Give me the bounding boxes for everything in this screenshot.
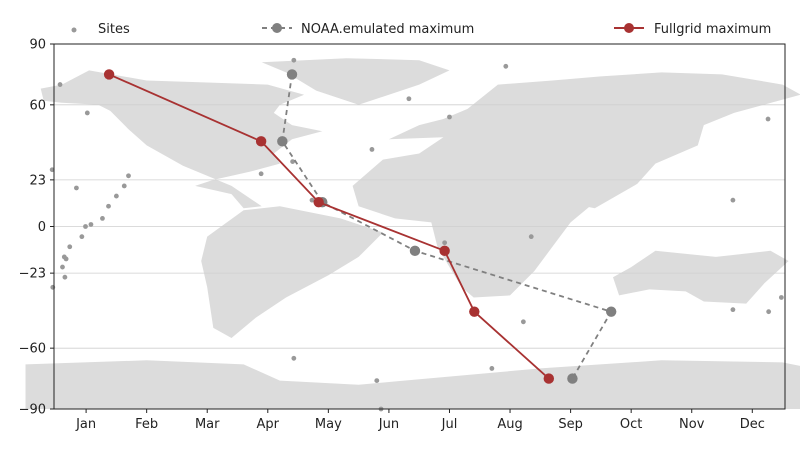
legend-fullgrid-label: Fullgrid maximum — [654, 22, 771, 37]
x-tick-label-jul: Jul — [441, 417, 458, 432]
legend-noaa-marker — [272, 23, 282, 33]
series-fullgrid — [103, 69, 555, 384]
land-shape-5 — [613, 250, 789, 304]
legend-item-sites: Sites — [71, 22, 130, 37]
site-point-26 — [765, 116, 771, 122]
series-line-0 — [281, 74, 613, 380]
series-lines — [103, 69, 617, 384]
site-point-6 — [67, 244, 73, 250]
legend-item-fullgrid: Fullgrid maximum — [614, 22, 771, 37]
site-point-27 — [730, 197, 736, 203]
site-point-2 — [49, 167, 55, 173]
site-point-29 — [528, 234, 534, 240]
x-tick-label-aug: Aug — [497, 417, 522, 432]
land-shape-6 — [25, 360, 800, 409]
site-point-34 — [489, 366, 495, 371]
site-point-18 — [291, 57, 297, 63]
y-tick-label--23: −23 — [19, 267, 46, 282]
y-tick-label-90: 90 — [29, 38, 46, 53]
legend-sites-label: Sites — [98, 22, 130, 37]
land-shape-2 — [201, 206, 383, 338]
site-point-10 — [83, 224, 88, 229]
legend-item-noaa-emulated: NOAA.emulated maximum — [262, 22, 474, 37]
site-point-23 — [309, 197, 315, 203]
series-0-point-0 — [286, 69, 298, 80]
series-noaa-emulated — [277, 69, 617, 384]
series-1-point-0 — [103, 69, 115, 80]
site-point-35 — [374, 378, 380, 384]
site-point-1 — [84, 110, 90, 116]
x-tick-label-may: May — [315, 417, 342, 432]
site-point-0 — [57, 82, 63, 87]
site-point-3 — [74, 185, 79, 191]
series-0-point-4 — [605, 306, 617, 317]
legend-fullgrid-marker — [624, 23, 634, 33]
site-point-11 — [106, 203, 111, 209]
y-tick-label--60: −60 — [19, 342, 46, 357]
site-point-4 — [88, 222, 94, 227]
site-point-30 — [520, 319, 526, 325]
site-point-16 — [62, 274, 68, 280]
site-point-33 — [778, 295, 784, 300]
axes: Jan Feb Mar Apr May Jun Jul Aug Sep Oct Nov Dec −90 −… — [19, 38, 765, 433]
site-point-22 — [290, 159, 296, 165]
y-tick-label-60: 60 — [29, 98, 46, 113]
legend-sites-marker — [71, 27, 77, 33]
site-point-19 — [406, 96, 412, 102]
site-point-32 — [766, 309, 772, 315]
x-tick-label-sep: Sep — [558, 417, 583, 432]
series-line-1 — [108, 73, 550, 380]
y-tick-label-23: 23 — [29, 173, 46, 188]
x-tick-label-jun: Jun — [378, 417, 399, 432]
series-1-point-5 — [543, 373, 555, 384]
x-tick-label-apr: Apr — [257, 417, 280, 432]
site-point-37 — [291, 355, 297, 361]
x-tick-label-jan: Jan — [75, 417, 96, 432]
land-shape-3 — [352, 151, 595, 298]
x-tick-label-mar: Mar — [195, 417, 220, 432]
site-point-20 — [447, 114, 452, 120]
x-tick-label-nov: Nov — [679, 417, 705, 432]
world-map-background — [25, 58, 800, 409]
series-1-point-3 — [439, 245, 450, 257]
site-point-17 — [63, 256, 69, 262]
land-shape-1 — [261, 58, 450, 105]
x-tick-label-dec: Dec — [740, 417, 765, 432]
site-point-21 — [369, 147, 375, 152]
site-point-28 — [442, 240, 448, 246]
y-tick-label--90: −90 — [19, 403, 46, 418]
site-point-5 — [79, 234, 85, 240]
site-point-14 — [126, 173, 131, 179]
series-1-point-1 — [255, 136, 267, 147]
land-shape-4 — [388, 72, 800, 209]
site-point-15 — [60, 264, 65, 270]
series-0-point-5 — [567, 373, 578, 384]
site-point-13 — [121, 183, 127, 189]
site-point-25 — [503, 63, 509, 69]
site-point-9 — [100, 215, 105, 221]
legend-noaa-label: NOAA.emulated maximum — [301, 22, 474, 37]
legend: Sites NOAA.emulated maximum Fullgrid max… — [71, 22, 771, 37]
series-1-point-4 — [469, 306, 480, 317]
site-point-31 — [730, 307, 736, 313]
y-gridlines — [54, 104, 785, 349]
series-1-point-2 — [313, 196, 324, 208]
series-0-point-3 — [409, 245, 421, 257]
series-0-point-1 — [277, 136, 288, 147]
x-tick-label-oct: Oct — [620, 417, 642, 432]
site-point-12 — [113, 193, 119, 199]
y-tick-label-0: 0 — [38, 220, 46, 235]
x-tick-label-feb: Feb — [135, 417, 158, 432]
site-point-24 — [258, 171, 264, 177]
sites-scatter — [49, 57, 784, 412]
